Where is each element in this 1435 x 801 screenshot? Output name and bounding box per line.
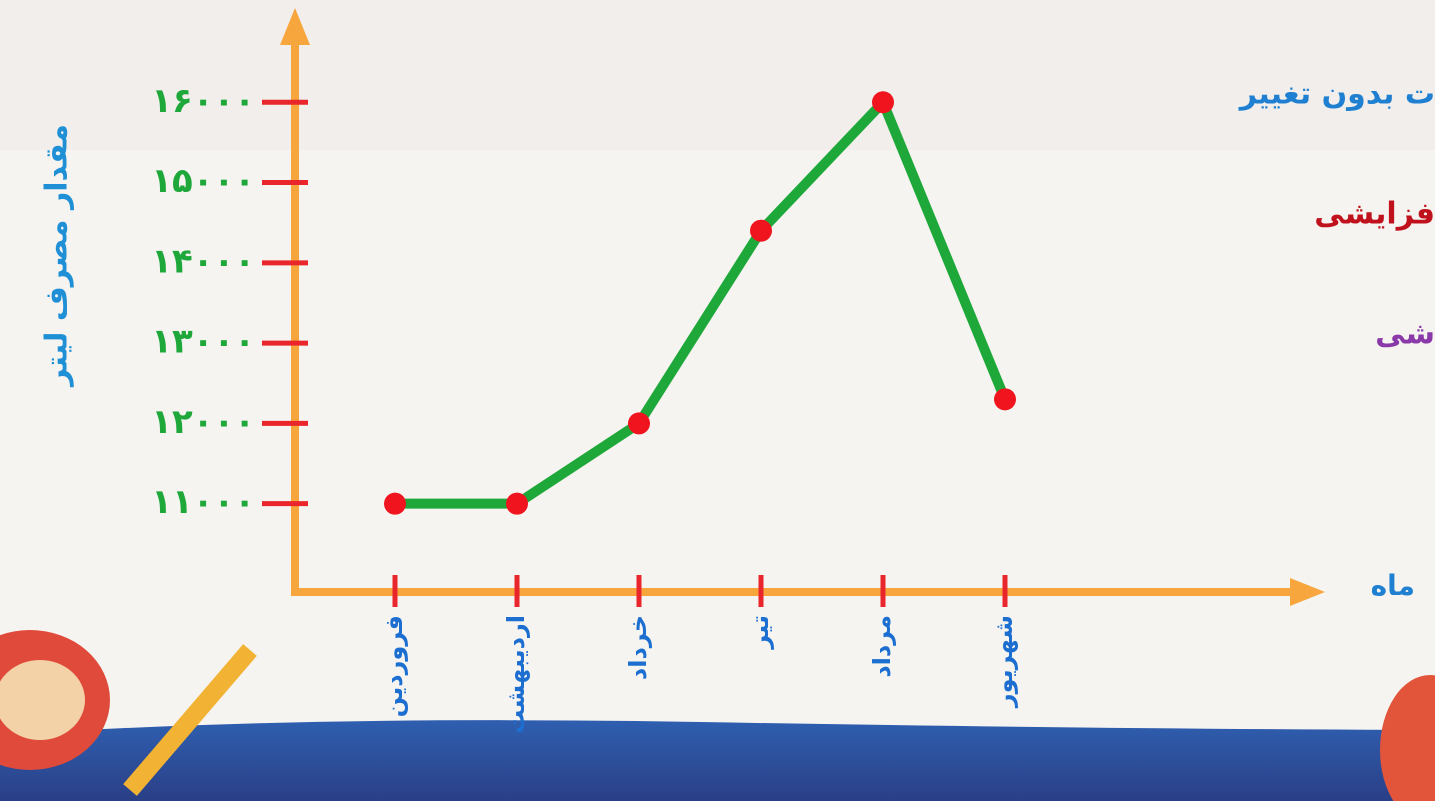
page: {"chart_data": { "type": "line", "ylabel…: [0, 0, 1435, 801]
slide: مقدار مصرف لیتر ماه ۱۱۰۰۰ ۱۲۰۰۰ ۱۳۰۰۰ ۱۴۰۰۰…: [0, 0, 1435, 801]
y-tick-label: ۱۵۰۰۰: [151, 161, 255, 201]
y-tick-label: ۱۳۰۰۰: [151, 322, 255, 362]
data-point: [994, 388, 1016, 410]
y-axis-label: مقدار مصرف لیتر: [40, 124, 75, 388]
y-tick-label: ۱۶۰۰۰: [151, 81, 255, 121]
x-tick-label: مرداد: [868, 615, 896, 678]
annotation: شی: [1375, 317, 1435, 352]
y-tick-label: ۱۱۰۰۰: [151, 482, 255, 522]
data-point: [506, 493, 528, 515]
x-tick-label: فروردین: [380, 615, 408, 717]
background-texture: [0, 0, 1435, 150]
x-axis-label: ماه: [1371, 569, 1415, 602]
data-point: [384, 493, 406, 515]
x-tick-label: شهریور: [990, 615, 1018, 708]
annotation: فزایشی: [1314, 197, 1435, 232]
data-point: [750, 220, 772, 242]
annotation: ت بدون تغییر: [1238, 77, 1435, 112]
data-point: [872, 91, 894, 113]
bottom-band: [0, 720, 1435, 801]
x-tick-label: تیر: [746, 615, 774, 650]
y-tick-label: ۱۲۰۰۰: [151, 402, 255, 442]
x-tick-label: خرداد: [624, 615, 652, 680]
y-tick-label: ۱۴۰۰۰: [151, 241, 255, 281]
x-tick-label: اردیبهشت: [502, 615, 530, 734]
data-point: [628, 412, 650, 434]
